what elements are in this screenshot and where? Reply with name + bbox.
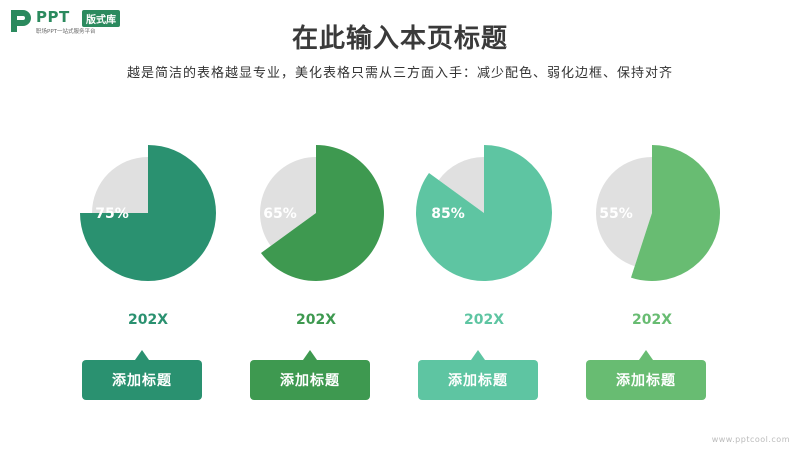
pie-value-slice [416, 145, 552, 281]
logo-badge: 版式库 [82, 10, 120, 27]
pie-value-slice [80, 145, 216, 281]
pie-remainder-slice [438, 157, 484, 213]
page-subtitle: 越是简洁的表格越显专业，美化表格只需从三方面入手：减少配色、弱化边框、保持对齐 [126, 66, 673, 81]
logo-p-icon [11, 10, 31, 32]
card-label: 添加标题 [448, 373, 508, 389]
logo: PPT 版式库 职场PPT一站式服务平台 [8, 6, 138, 36]
card-pointer-icon [135, 350, 149, 360]
pie-data-label: 75% [95, 206, 129, 222]
category-label: 202X [295, 312, 337, 328]
pie-data-label: 65% [263, 206, 297, 222]
category-label: 202X [463, 312, 505, 328]
logo-brand: PPT [36, 8, 70, 26]
card-label: 添加标题 [280, 373, 340, 389]
category-label: 202X [631, 312, 673, 328]
title-card[interactable]: 添加标题 [586, 350, 706, 400]
pie-data-label: 85% [431, 206, 465, 222]
page-title: 在此输入本页标题 [291, 24, 508, 54]
title-card[interactable]: 添加标题 [82, 350, 202, 400]
pie-remainder-slice [92, 157, 148, 213]
title-card[interactable]: 添加标题 [418, 350, 538, 400]
pie-remainder-slice [260, 157, 316, 246]
pie-remainder-slice [596, 157, 652, 267]
pie-data-label: 55% [599, 206, 633, 222]
pie-value-slice [630, 145, 720, 281]
pie-value-slice [260, 145, 384, 281]
watermark: www.pptcool.com [711, 435, 790, 444]
title-card[interactable]: 添加标题 [250, 350, 370, 400]
card-label: 添加标题 [112, 373, 172, 389]
category-label: 202X [127, 312, 169, 328]
card-pointer-icon [471, 350, 485, 360]
card-label: 添加标题 [616, 373, 676, 389]
card-pointer-icon [303, 350, 317, 360]
pie-charts: 75% 65% 85% 55% [80, 145, 720, 281]
card-pointer-icon [639, 350, 653, 360]
logo-tagline: 职场PPT一站式服务平台 [36, 29, 96, 35]
